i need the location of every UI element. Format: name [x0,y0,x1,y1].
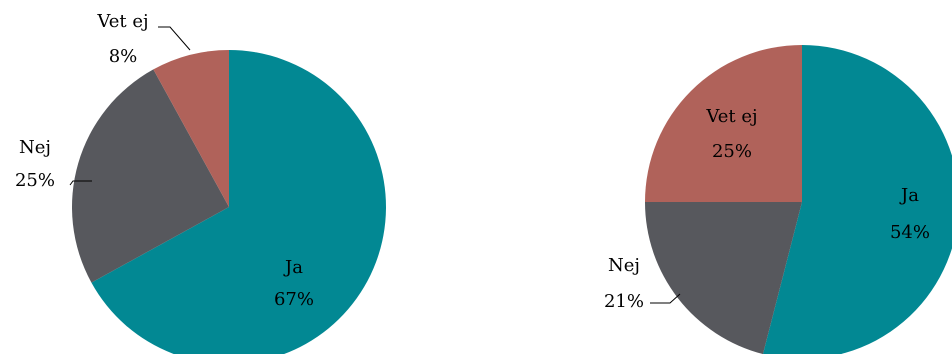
label-ja-value-2: 54% [890,222,930,243]
slice-nej-1 [71,69,229,283]
slice-vet-ej-2 [645,45,802,202]
label-ja-value-1: 67% [274,289,314,310]
label-ja-name-1: Ja [283,257,303,278]
slice-ja-1 [91,50,386,354]
pie-chart-1: Ja 67% Nej 25% Vet ej 8% [15,11,386,354]
label-nej-name-1: Nej [19,137,51,158]
leader-line-nej-2 [650,293,681,304]
pie-chart-2: Ja 54% Nej 21% Vet ej 25% [604,45,952,354]
label-vet-ej-name-1: Vet ej [96,11,148,32]
leader-line-nej-1 [69,180,92,186]
leader-line-vet-ej-1 [158,26,191,51]
label-vet-ej-name-2: Vet ej [705,106,757,127]
label-nej-value-2: 21% [604,291,644,312]
slice-ja-2 [762,45,952,354]
slice-nej-2 [645,202,802,354]
label-ja-name-2: Ja [899,185,919,206]
label-vet-ej-value-2: 25% [712,141,752,162]
label-vet-ej-value-1: 8% [109,46,138,67]
label-nej-name-2: Nej [608,255,640,276]
slice-vet-ej-1 [153,50,229,207]
label-nej-value-1: 25% [15,170,55,191]
